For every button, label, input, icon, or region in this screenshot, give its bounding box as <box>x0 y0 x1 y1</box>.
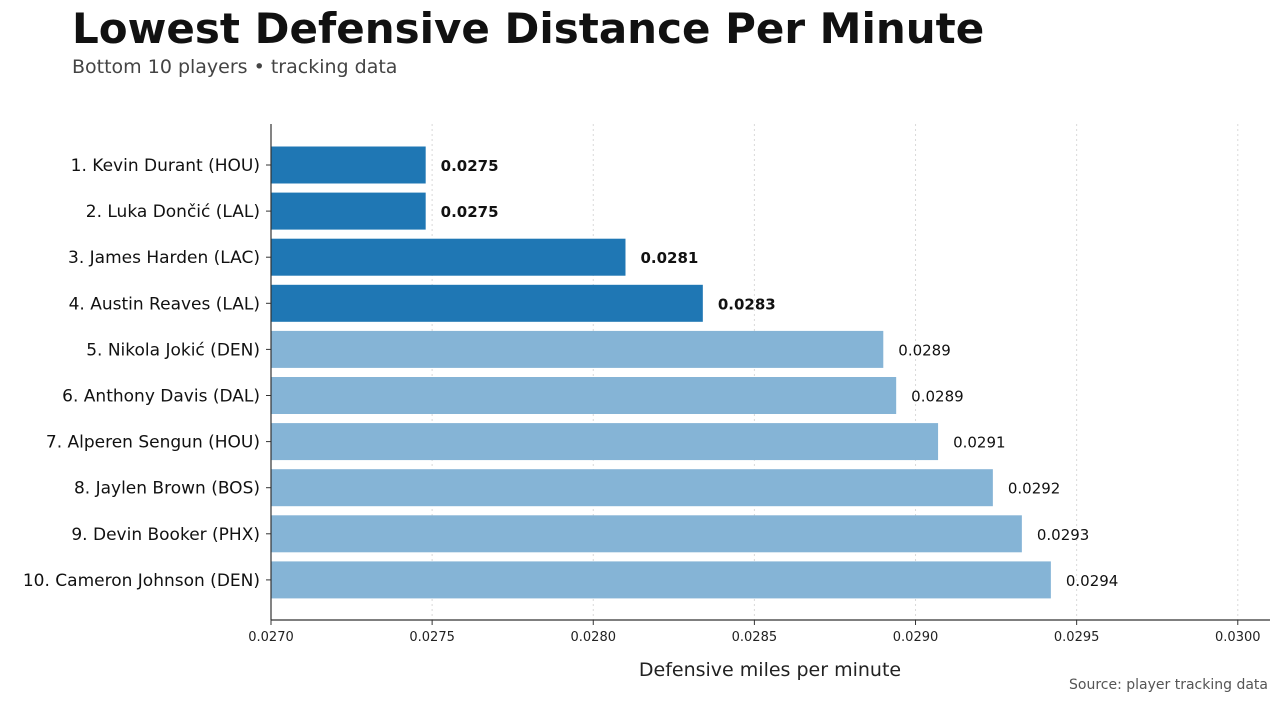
value-label: 0.0275 <box>441 203 499 221</box>
bar <box>271 284 703 322</box>
chart-title: Lowest Defensive Distance Per Minute <box>72 4 985 53</box>
x-tick-label: 0.0280 <box>571 630 617 645</box>
bars: 0.0275 0.0275 0.0281 0.0283 0.0289 0.0289 0.02… <box>271 146 1119 599</box>
x-tick-label: 0.0300 <box>1215 630 1261 645</box>
value-label: 0.0281 <box>640 249 698 267</box>
value-label: 0.0289 <box>911 388 964 406</box>
bar <box>271 238 626 276</box>
bar <box>271 423 939 461</box>
bar <box>271 330 884 368</box>
category-label: 4. Austin Reaves (LAL) <box>69 294 260 314</box>
category-label: 2. Luka Dončić (LAL) <box>86 202 260 222</box>
bar <box>271 146 426 184</box>
bar <box>271 515 1022 553</box>
x-tick-label: 0.0270 <box>248 630 294 645</box>
category-label: 5. Nikola Jokić (DEN) <box>86 340 260 360</box>
category-label: 3. James Harden (LAC) <box>68 248 260 268</box>
chart-subtitle: Bottom 10 players • tracking data <box>72 56 398 78</box>
bar <box>271 561 1051 599</box>
value-label: 0.0292 <box>1008 480 1061 498</box>
category-label: 1. Kevin Durant (HOU) <box>71 156 260 176</box>
category-label: 9. Devin Booker (PHX) <box>71 525 260 545</box>
x-tick-label: 0.0290 <box>893 630 939 645</box>
value-label: 0.0291 <box>953 434 1006 452</box>
axes: 0.0270 0.0275 0.0280 0.0285 0.0290 0.0295 0.03… <box>23 124 1270 645</box>
bar <box>271 192 426 230</box>
source-note: Source: player tracking data <box>1069 677 1268 693</box>
category-label: 6. Anthony Davis (DAL) <box>62 387 260 407</box>
x-tick-label: 0.0295 <box>1054 630 1100 645</box>
value-label: 0.0283 <box>718 295 776 313</box>
value-label: 0.0275 <box>441 157 499 175</box>
value-label: 0.0294 <box>1066 572 1119 590</box>
category-label: 8. Jaylen Brown (BOS) <box>74 479 260 499</box>
bar <box>271 377 897 414</box>
value-label: 0.0293 <box>1037 526 1090 544</box>
category-label: 10. Cameron Johnson (DEN) <box>23 571 260 591</box>
category-label: 7. Alperen Sengun (HOU) <box>46 433 260 453</box>
x-axis-title: Defensive miles per minute <box>639 659 901 681</box>
x-tick-label: 0.0275 <box>409 630 455 645</box>
value-label: 0.0289 <box>898 341 951 359</box>
bar <box>271 469 993 507</box>
x-tick-label: 0.0285 <box>732 630 778 645</box>
